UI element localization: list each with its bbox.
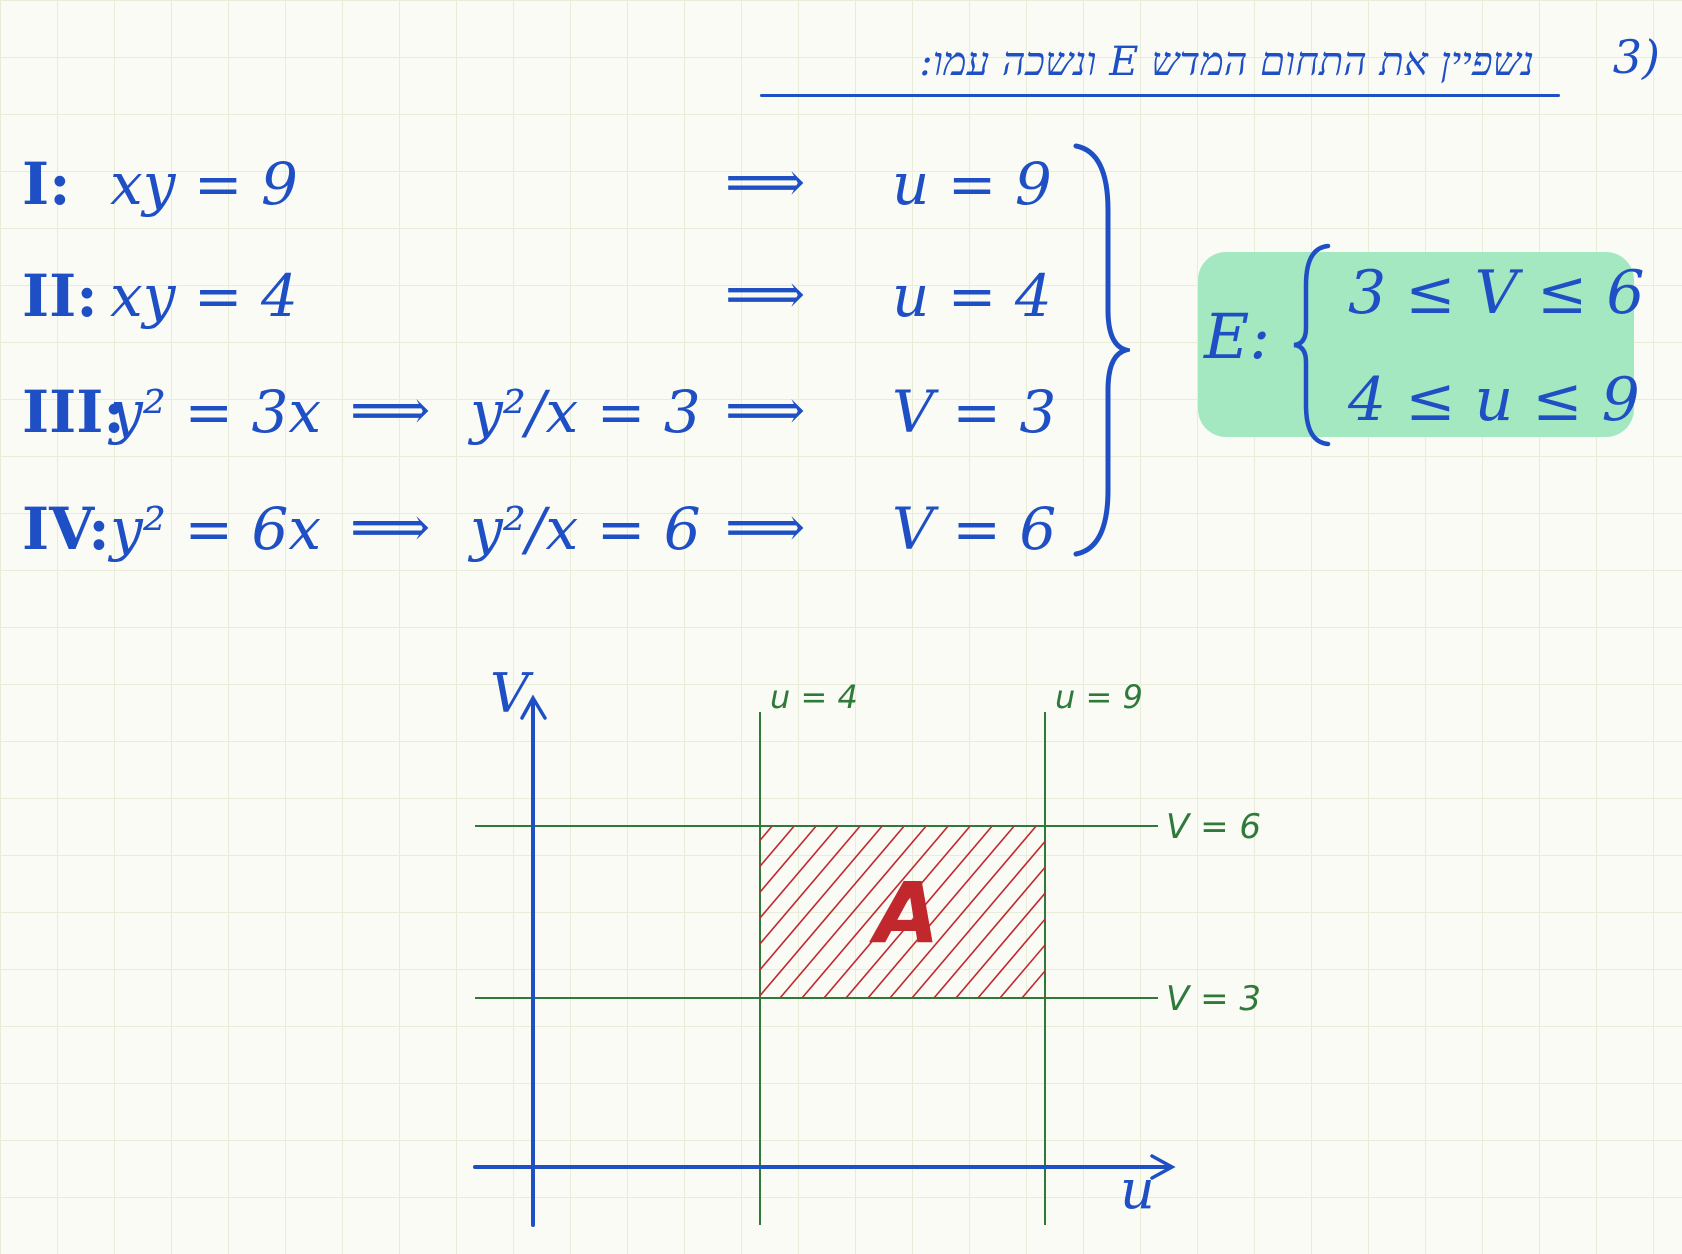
hatch-line: [889, 826, 1037, 998]
hatch-line: [1066, 826, 1212, 998]
hatch-line: [845, 826, 993, 998]
question-number: 3): [1612, 30, 1660, 84]
region-brace: [1293, 243, 1331, 447]
arrow-4b: ⟹: [725, 495, 806, 560]
u-axis-label: u: [1120, 1158, 1155, 1221]
region-name: A: [869, 864, 940, 962]
arrow-4a: ⟹: [350, 495, 431, 560]
region-highlight: [1198, 252, 1634, 437]
region-inequality-u: 4 ≤ u ≤ 9: [1348, 365, 1640, 435]
hatch-line: [933, 866, 1045, 998]
eq-label-3: III:: [22, 378, 125, 446]
plot-labels: u = 4 u = 9 V = 6 V = 3 A Vu: [490, 662, 1261, 1221]
hatch-line: [760, 826, 817, 894]
hatch-line: [823, 826, 971, 998]
hatch-line: [779, 826, 927, 998]
hatch-line: [867, 826, 1015, 998]
eq-lhs-1: xy = 9: [110, 150, 298, 218]
hatch-line: [1110, 826, 1256, 998]
label-v-6: V = 6: [1166, 807, 1261, 847]
hatch-line: [911, 840, 1045, 998]
eq-lhs-2: xy = 4: [110, 262, 298, 330]
plot-lines: [475, 712, 1158, 1225]
hatch-line: [760, 826, 861, 946]
plot-axes: [473, 694, 1176, 1227]
arrow-3b: ⟹: [725, 378, 806, 443]
hatch-line: [760, 826, 773, 842]
label-u-4: u = 4: [770, 678, 858, 716]
arrow-1: ⟹: [725, 150, 806, 215]
hatch-line: [604, 826, 750, 998]
problem-title: נשפיין את התחום המדש E ונשכה עמו:: [919, 39, 1534, 85]
region-inequality-v: 3 ≤ V ≤ 6: [1348, 258, 1645, 328]
system-brace: [1073, 143, 1130, 557]
u-axis-arrow: [1150, 1154, 1176, 1180]
hatch-line: [1043, 995, 1045, 998]
eq-rhs-3: V = 3: [892, 378, 1057, 446]
hatch-line: [760, 826, 883, 971]
hatch-line: [760, 826, 839, 920]
hatch-line: [760, 826, 905, 997]
hatch-line: [760, 826, 795, 868]
hatch-line: [582, 826, 728, 998]
eq-label-1: I:: [22, 150, 71, 218]
hatch-line: [1132, 826, 1278, 998]
hatch-line: [977, 917, 1045, 998]
eq-rhs-2: u = 4: [892, 262, 1052, 330]
hatch-line: [1220, 826, 1366, 998]
v-axis-label: V: [490, 662, 534, 725]
eq-mid-3: y²/x = 3: [470, 378, 701, 446]
hatch-line: [1088, 826, 1234, 998]
eq-rhs-1: u = 9: [892, 150, 1052, 218]
hatch-line: [1021, 969, 1045, 998]
hatch-line: [1176, 826, 1322, 998]
eq-label-2: II:: [22, 262, 98, 330]
label-u-9: u = 9: [1055, 678, 1143, 716]
eq-label-4: IV:: [22, 495, 110, 563]
eq-rhs-4: V = 6: [892, 495, 1057, 563]
hatch-line: [1198, 826, 1344, 998]
hatch-line: [560, 826, 706, 998]
hatch-line: [1242, 826, 1388, 998]
label-v-3: V = 3: [1166, 979, 1261, 1019]
hatch-line: [999, 943, 1045, 998]
eq-lhs-4: y² = 6x: [110, 495, 322, 563]
v-axis-arrow: [520, 694, 547, 720]
hatch-line: [801, 826, 949, 998]
region-label: E:: [1204, 300, 1271, 373]
arrow-3a: ⟹: [350, 378, 431, 443]
eq-mid-4: y²/x = 6: [470, 495, 701, 563]
eq-lhs-3: y² = 3x: [110, 378, 322, 446]
title-underline: [760, 94, 1560, 97]
hatch-line: [1154, 826, 1300, 998]
region-hatch: [560, 826, 1388, 998]
hatch-line: [955, 892, 1045, 998]
arrow-2: ⟹: [725, 262, 806, 327]
